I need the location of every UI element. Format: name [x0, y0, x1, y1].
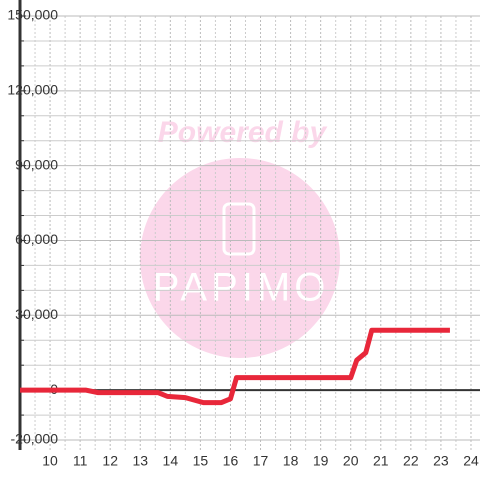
y-tick-label: 60,000	[15, 231, 58, 247]
data-line	[20, 327, 450, 406]
x-tick-label: 21	[373, 453, 389, 469]
watermark-circle	[140, 158, 340, 358]
x-tick-label: 10	[42, 453, 58, 469]
y-tick-label: 120,000	[7, 82, 58, 98]
x-tick-label: 13	[132, 453, 148, 469]
watermark-icon	[222, 202, 256, 256]
watermark-title: Powered by	[158, 116, 328, 149]
y-tick-label: 30,000	[15, 306, 58, 322]
y-tick-label: -20,000	[11, 431, 59, 447]
watermark-brand: PAPIMO	[153, 266, 330, 310]
y-tick-label: 90,000	[15, 156, 58, 172]
x-tick-label: 20	[343, 453, 359, 469]
x-tick-label: 18	[283, 453, 299, 469]
x-tick-label: 19	[313, 453, 329, 469]
x-tick-label: 12	[102, 453, 118, 469]
x-tick-label: 22	[403, 453, 419, 469]
x-tick-label: 17	[253, 453, 269, 469]
x-tick-label: 14	[163, 453, 179, 469]
x-tick-label: 16	[223, 453, 239, 469]
x-tick-label: 23	[433, 453, 449, 469]
x-tick-label: 11	[73, 453, 88, 469]
x-tick-label: 24	[463, 453, 479, 469]
x-tick-label: 15	[193, 453, 209, 469]
y-tick-label: 150,000	[7, 7, 58, 23]
